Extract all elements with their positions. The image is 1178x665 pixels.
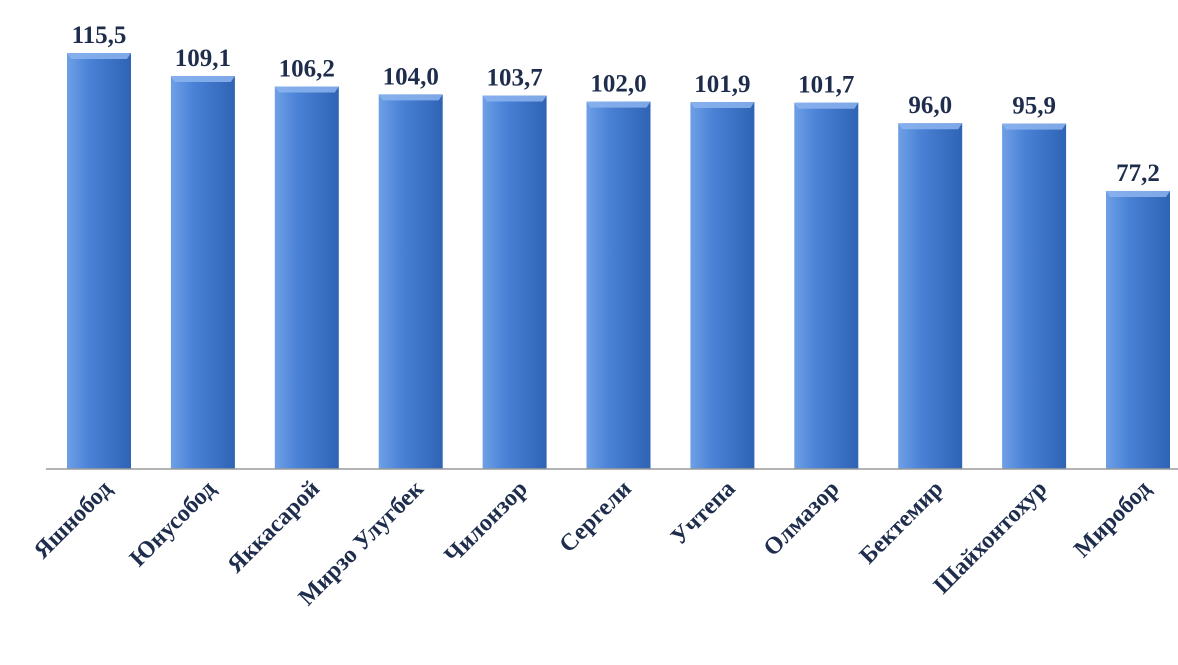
category-label: Сергели [555, 476, 637, 558]
bar [794, 102, 859, 470]
category-label: Олмазор [759, 476, 845, 562]
value-label: 106,2 [279, 55, 335, 82]
value-label: 104,0 [383, 63, 439, 90]
category-label: Учтепа [666, 476, 741, 551]
value-label: 101,9 [694, 71, 750, 98]
bar-cap [378, 94, 443, 101]
bar-body [67, 53, 131, 469]
bar-cap [794, 102, 859, 109]
bar-body [170, 76, 235, 469]
bar [378, 94, 443, 469]
value-label: 77,2 [1116, 160, 1160, 187]
bar-cap [1106, 190, 1170, 197]
bar-body [898, 123, 963, 469]
bar-body [690, 101, 755, 469]
bar-cap [1002, 123, 1067, 130]
value-label: 109,1 [175, 45, 231, 72]
value-label: 102,0 [590, 71, 646, 98]
bar-body [794, 102, 859, 470]
category-label: Чилонзор [440, 476, 533, 569]
bar-cap [170, 76, 235, 83]
value-labels-layer: 115,5 109,1 106,2 104,0 103,7 102,0 101,9 101,7… [72, 22, 1160, 187]
value-label: 101,7 [798, 72, 854, 99]
value-label: 95,9 [1012, 93, 1056, 120]
bar [586, 101, 651, 469]
value-label: 115,5 [72, 22, 127, 49]
bar [1002, 123, 1067, 470]
bar-body [1106, 190, 1170, 469]
bar-body [586, 101, 651, 469]
bar-cap [67, 53, 131, 59]
value-label: 96,0 [908, 92, 952, 119]
bar-cap [274, 86, 339, 93]
bar-cap [482, 95, 547, 102]
category-label: Бектемир [855, 476, 949, 570]
bar-cap [586, 101, 651, 108]
bar [690, 101, 755, 469]
value-label: 103,7 [486, 65, 542, 92]
bar-cap [898, 123, 963, 130]
category-label: Юнусобод [125, 476, 221, 572]
bar-body [378, 94, 443, 469]
bar [482, 95, 547, 470]
bar-body [482, 95, 547, 470]
category-label: Яккасарой [223, 476, 325, 578]
category-label: Миробод [1069, 476, 1156, 563]
bar-cap [690, 101, 755, 108]
bar [1106, 190, 1170, 469]
bar [170, 76, 235, 469]
bar [274, 86, 339, 470]
category-label: Яшнобод [29, 476, 117, 564]
bars-layer [67, 53, 1170, 470]
bar-body [274, 86, 339, 470]
bar [67, 53, 131, 469]
bar [898, 123, 963, 469]
bar-body [1002, 123, 1067, 470]
